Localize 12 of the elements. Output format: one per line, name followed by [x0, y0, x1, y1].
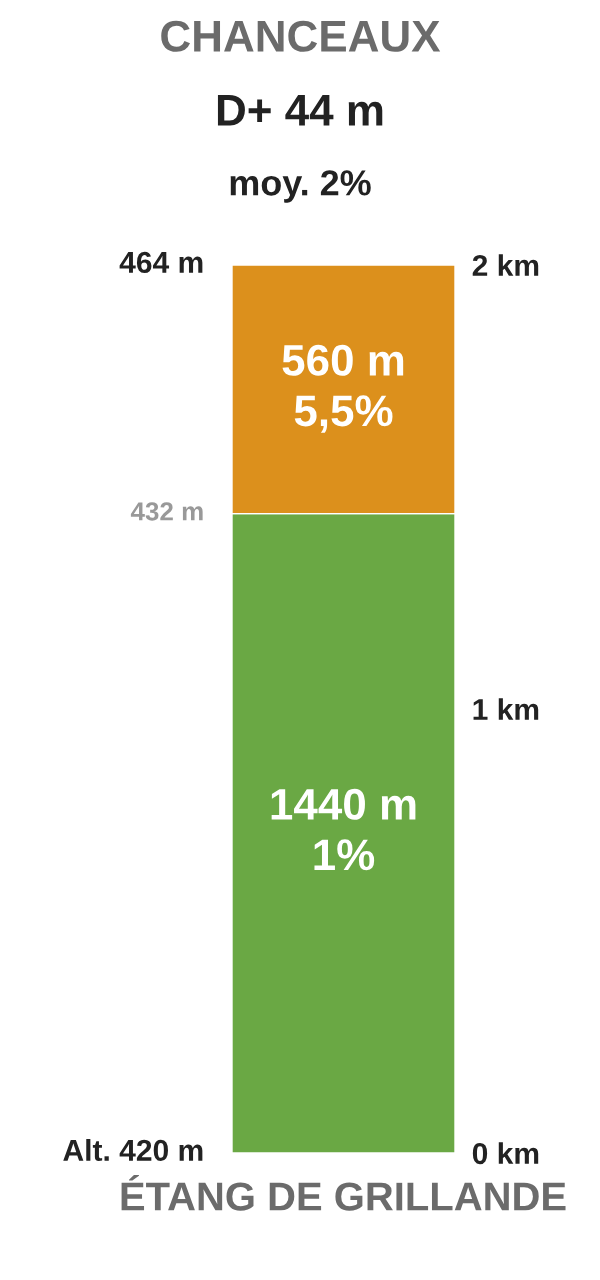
annotation: 560 m 5,5%	[282, 344, 404, 433]
chart-title: CHANCEAUX	[161, 20, 441, 52]
text: 432 m	[130, 502, 203, 521]
y-tick-label: 2 km	[472, 254, 539, 276]
text: 464 m	[119, 251, 203, 274]
annotation: 1440 m 1%	[271, 788, 416, 871]
text: moy. 2%	[230, 170, 371, 203]
y-tick-label: 0 km	[472, 1142, 539, 1165]
chart-subtitle: D+ 44 m	[217, 95, 383, 126]
x-axis-title: ÉTANG DE GRILLANDE	[121, 1174, 566, 1211]
text: Alt. 420 m	[63, 1139, 203, 1162]
y-tick-label: 1 km	[473, 698, 539, 720]
